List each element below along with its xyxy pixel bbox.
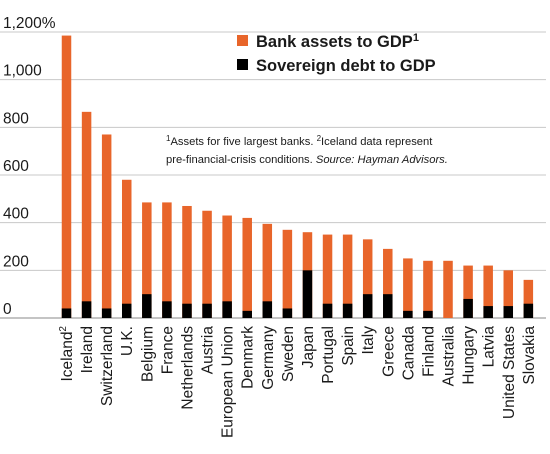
category-label: Iceland2	[58, 326, 76, 382]
category-label: Austria	[200, 326, 217, 375]
legend-swatch-bank-assets	[237, 35, 248, 46]
category-label: European Union	[220, 326, 237, 438]
bar-sovereign-debt	[322, 303, 333, 318]
category-label: Germany	[260, 326, 277, 390]
bar-bank-assets	[383, 248, 393, 318]
bar-bank-assets	[282, 229, 293, 318]
category-label: Sweden	[280, 326, 297, 382]
bar-sovereign-debt	[142, 294, 152, 318]
category-label: Netherlands	[179, 326, 196, 410]
category-label: Portugal	[320, 326, 337, 384]
bar-bank-assets	[222, 215, 232, 318]
category-label: Hungary	[461, 326, 478, 385]
bar-bank-assets	[463, 265, 473, 318]
bar-bank-assets	[202, 210, 212, 318]
y-tick-label: 1,000	[3, 63, 42, 80]
bar-sovereign-debt	[81, 301, 92, 318]
category-label: Spain	[340, 326, 357, 366]
bar-sovereign-debt	[302, 270, 313, 318]
category-label: Greece	[380, 326, 397, 377]
category-label: Belgium	[139, 326, 156, 382]
y-tick-label: 1,200%	[3, 15, 56, 32]
bar-sovereign-debt	[61, 308, 72, 318]
bar-bank-assets	[403, 258, 413, 318]
bar-bank-assets	[162, 202, 172, 318]
bar-bank-assets	[523, 279, 534, 318]
bar-sovereign-debt	[403, 310, 413, 318]
bar-sovereign-debt	[483, 306, 493, 318]
y-tick-label: 200	[3, 253, 29, 270]
bar-sovereign-debt	[342, 303, 353, 318]
bar-bank-assets	[242, 217, 252, 318]
y-tick-label: 0	[3, 301, 12, 318]
bar-bank-assets	[81, 111, 92, 318]
category-label: United States	[501, 326, 518, 419]
category-label: Japan	[300, 326, 317, 368]
bar-sovereign-debt	[503, 306, 514, 318]
bar-bank-assets	[121, 179, 132, 318]
bar-sovereign-debt	[523, 303, 534, 318]
bar-sovereign-debt	[242, 310, 252, 318]
bar-sovereign-debt	[423, 310, 433, 318]
bar-bank-assets	[142, 202, 152, 318]
bar-bank-assets	[101, 134, 112, 318]
bar-sovereign-debt	[121, 303, 132, 318]
footnote-line-1: 1Assets for five largest banks. 2Iceland…	[166, 134, 433, 149]
bar-sovereign-debt	[222, 301, 232, 318]
bar-bank-assets	[443, 260, 453, 318]
legend-label-bank-assets: Bank assets to GDP1	[256, 32, 419, 51]
category-label: Switzerland	[99, 326, 116, 406]
category-label: Canada	[400, 326, 417, 381]
y-tick-label: 600	[3, 158, 29, 175]
bar-bank-assets	[362, 239, 373, 318]
category-label: Slovakia	[521, 326, 538, 385]
category-label: Latvia	[481, 326, 498, 368]
category-label: Australia	[441, 326, 458, 387]
bar-bank-assets	[423, 260, 433, 318]
bar-sovereign-debt	[463, 298, 473, 318]
bar-sovereign-debt	[162, 301, 172, 318]
bar-bank-assets	[322, 234, 333, 318]
bar-bank-assets	[342, 234, 353, 318]
category-label: Finland	[420, 326, 437, 377]
bar-sovereign-debt	[182, 303, 192, 318]
bar-sovereign-debt	[383, 294, 393, 318]
bar-bank-assets	[182, 205, 192, 318]
footnote-line-2: pre-financial-crisis conditions. Source:…	[166, 154, 448, 166]
category-label: Denmark	[240, 326, 257, 389]
y-tick-label: 400	[3, 206, 29, 223]
category-label: France	[159, 326, 176, 374]
bar-sovereign-debt	[262, 301, 273, 318]
bar-sovereign-debt	[362, 294, 373, 318]
y-tick-label: 800	[3, 110, 29, 127]
bar-sovereign-debt	[282, 308, 293, 318]
category-label: U.K.	[119, 326, 136, 356]
legend-swatch-sovereign-debt	[237, 59, 248, 70]
category-label: Ireland	[79, 326, 96, 373]
category-label: Italy	[360, 326, 377, 355]
bar-sovereign-debt	[202, 303, 212, 318]
bar-bank-assets	[262, 223, 273, 318]
bar-bank-assets	[61, 35, 72, 318]
bar-bank-assets	[503, 270, 514, 318]
bar-bank-assets	[483, 265, 493, 318]
legend-label-sovereign-debt: Sovereign debt to GDP	[256, 57, 436, 75]
bar-sovereign-debt	[101, 308, 112, 318]
